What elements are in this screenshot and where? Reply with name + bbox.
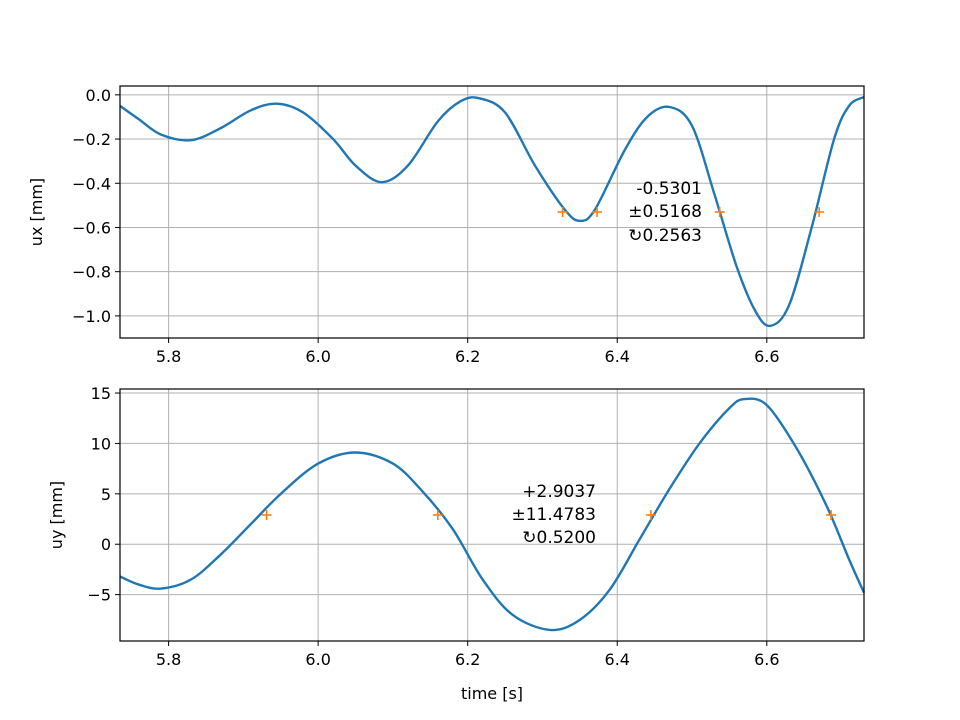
uy-crossing-marker	[432, 510, 443, 520]
ux-crossing-marker	[714, 207, 725, 217]
uy-series	[119, 397, 866, 632]
ux-x-tick-label: 5.8	[156, 347, 181, 366]
ux-stat-amplitude: ±0.5168	[628, 202, 702, 222]
ux-crossing-marker	[557, 207, 568, 217]
ux-y-tick-label: 0.0	[86, 86, 111, 105]
uy-x-tick-label: 5.8	[156, 650, 181, 669]
uy-y-tick-label: 5	[101, 485, 111, 504]
ux-x-tick-label: 6.0	[305, 347, 330, 366]
ux-y-tick-label: −0.4	[72, 174, 111, 193]
ux-y-tick-label: −0.2	[72, 130, 111, 149]
uy-crossing-marker	[645, 510, 656, 520]
ux-crossing-marker	[592, 207, 603, 217]
uy-ticks: 5.8 6.0 6.2 6.4 6.6 15 10 5 0 −5	[87, 384, 779, 669]
uy-y-tick-label: 10	[91, 434, 111, 453]
uy-grid	[120, 389, 864, 641]
uy-x-tick-label: 6.0	[305, 650, 330, 669]
uy-axes-frame	[119, 388, 865, 642]
ux-y-tick-label: −0.6	[72, 218, 111, 237]
uy-displacement-line	[119, 397, 866, 632]
uy-y-tick-label: 0	[101, 535, 111, 554]
uy-crossing-marker	[826, 510, 837, 520]
ux-stat-mean: -0.5301	[636, 179, 702, 199]
uy-y-tick-label: −5	[87, 586, 111, 605]
uy-y-axis-label: uy [mm]	[47, 481, 66, 549]
uy-subplot: 5.8 6.0 6.2 6.4 6.6 15 10 5 0 −5 uy [mm] time [s]…	[47, 384, 866, 703]
ux-y-axis-label: ux [mm]	[27, 178, 46, 246]
ux-stat-period: ↻0.2563	[628, 226, 702, 246]
uy-x-tick-label: 6.2	[455, 650, 480, 669]
ux-series	[119, 95, 865, 328]
uy-y-tick-label: 15	[91, 384, 111, 403]
ux-subplot: 5.8 6.0 6.2 6.4 6.6 0.0 −0.2 −0.4 −0.6 −0.8 −1.0 u…	[27, 85, 865, 366]
ux-displacement-line	[119, 95, 865, 328]
uy-stat-amplitude: ±11.4783	[511, 505, 596, 525]
uy-x-tick-label: 6.6	[754, 650, 779, 669]
ux-x-tick-label: 6.2	[455, 347, 480, 366]
ux-crossing-marker	[814, 207, 825, 217]
uy-stat-period: ↻0.5200	[522, 528, 596, 548]
uy-crossing-marker	[261, 510, 272, 520]
uy-stat-mean: +2.9037	[522, 482, 596, 502]
ux-y-tick-label: −1.0	[72, 307, 111, 326]
uy-x-axis-label: time [s]	[461, 684, 523, 703]
uy-x-tick-label: 6.4	[605, 650, 630, 669]
ux-x-tick-label: 6.4	[605, 347, 630, 366]
ux-grid	[120, 86, 864, 338]
ux-axes-frame	[119, 85, 865, 339]
ux-y-tick-label: −0.8	[72, 263, 111, 282]
ux-x-tick-label: 6.6	[754, 347, 779, 366]
ux-ticks: 5.8 6.0 6.2 6.4 6.6 0.0 −0.2 −0.4 −0.6 −0.8 −1.0	[72, 86, 779, 366]
